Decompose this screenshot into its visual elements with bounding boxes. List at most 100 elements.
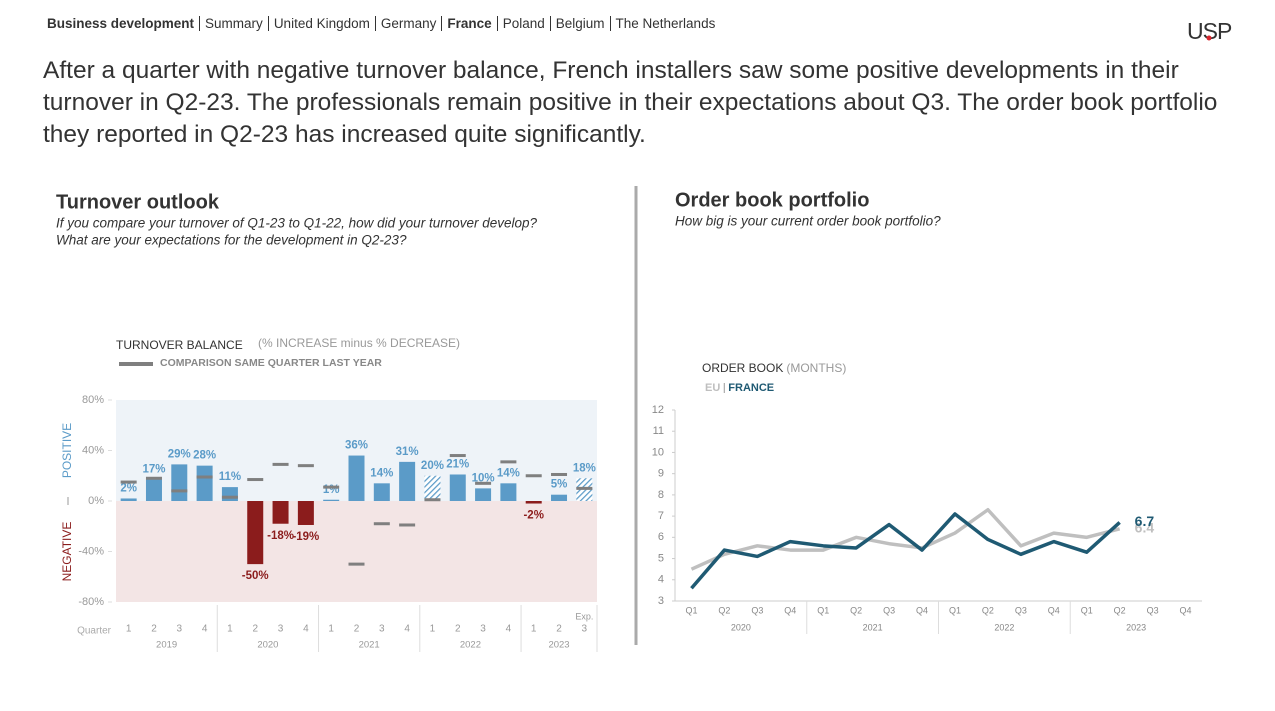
comparison-dash — [576, 486, 593, 490]
data-label: 11% — [219, 471, 241, 483]
negative-label: NEGATIVE — [60, 522, 74, 582]
chart-subtitle: What are your expectations for the devel… — [56, 233, 407, 248]
bar — [551, 494, 568, 501]
comparison-dash — [247, 478, 264, 482]
y-tick-label: 10 — [652, 446, 664, 458]
x-tick-label: Q1 — [685, 605, 697, 615]
data-label: -19% — [292, 531, 319, 543]
comparison-dash — [196, 475, 213, 479]
data-label: 5% — [551, 479, 568, 491]
nav-item[interactable]: United Kingdom — [267, 16, 375, 31]
comparison-dash — [120, 480, 137, 484]
bar — [196, 465, 213, 501]
breadcrumb-nav: Business development Summary United Kingdo… — [47, 16, 721, 31]
x-tick-label: Q1 — [817, 605, 829, 615]
x-tick-label: Q3 — [883, 605, 895, 615]
x-tick-label: 3 — [582, 624, 588, 635]
comparison-dash — [272, 462, 289, 466]
x-group-label: 2021 — [863, 622, 883, 632]
comparison-dash — [323, 485, 340, 489]
comparison-dash — [297, 464, 314, 468]
y-tick-label: 11 — [653, 425, 664, 437]
nav-item[interactable]: France — [441, 16, 497, 31]
x-tick-label: 3 — [379, 624, 385, 635]
bar — [373, 483, 390, 501]
bar — [120, 498, 137, 501]
legend-note: (% INCREASE minus % DECREASE) — [258, 336, 460, 350]
bar — [171, 464, 188, 501]
chart-title: Order book portfolio — [675, 189, 869, 211]
x-tick-label: 4 — [506, 624, 512, 635]
comparison-dash — [348, 562, 365, 566]
bar — [500, 483, 517, 501]
y-tick-label: 5 — [658, 552, 664, 564]
data-label: 14% — [497, 467, 520, 479]
x-tick-label: Q2 — [982, 605, 994, 615]
data-label: 31% — [396, 446, 419, 458]
x-group-label: 2023 — [1126, 622, 1146, 632]
x-group-label: 2020 — [731, 622, 751, 632]
line-eu — [690, 507, 1121, 571]
y-tick-label: 0% — [88, 495, 104, 507]
x-tick-label: 2 — [455, 624, 461, 635]
x-tick-label: 2 — [556, 624, 562, 635]
x-tick-label: Q4 — [1180, 605, 1192, 615]
x-tick-label: Q1 — [1081, 605, 1093, 615]
data-label: -2% — [523, 510, 543, 522]
x-tick-label: Q3 — [751, 605, 763, 615]
y-tick-label: 12 — [652, 404, 664, 416]
bar — [348, 455, 365, 501]
bar — [475, 488, 492, 501]
nav-item[interactable]: Business development — [47, 16, 195, 31]
line-france — [690, 512, 1121, 590]
data-label: 10% — [472, 472, 495, 484]
bar — [449, 474, 466, 501]
nav-item[interactable]: Summary — [199, 16, 268, 31]
legend-title: ORDER BOOK — [702, 361, 783, 375]
nav-item[interactable]: The Netherlands — [609, 16, 721, 31]
x-group-label: 2019 — [156, 640, 177, 651]
x-group-label: 2022 — [460, 640, 481, 651]
logo-dot — [1206, 35, 1212, 41]
data-label: -50% — [242, 570, 269, 582]
positive-label: POSITIVE — [60, 423, 74, 478]
x-tick-label: 2 — [354, 624, 360, 635]
comparison-dash — [525, 474, 542, 478]
bar — [297, 501, 314, 525]
x-tick-label: 1 — [227, 624, 233, 635]
bar — [247, 501, 264, 565]
comparison-dash — [449, 454, 466, 458]
x-tick-label: Q2 — [1114, 605, 1126, 615]
x-tick-label: 4 — [303, 624, 309, 635]
x-tick-label: Q4 — [784, 605, 796, 615]
comparison-dash — [145, 476, 162, 480]
x-tick-label: 1 — [430, 624, 436, 635]
data-label: 28% — [193, 450, 216, 462]
y-tick-label: 3 — [658, 595, 664, 607]
x-tick-label: Q2 — [850, 605, 862, 615]
x-tick-label: 3 — [177, 624, 183, 635]
x-tick-label: Q4 — [1048, 605, 1060, 615]
x-tick-label: 4 — [404, 624, 410, 635]
x-tick-label: Q1 — [949, 605, 961, 615]
y-tick-label: 6 — [658, 531, 664, 543]
y-tick-label: -40% — [78, 545, 104, 557]
x-group-label: 2021 — [359, 640, 380, 651]
y-tick-label: 8 — [658, 489, 664, 501]
chart-title: Turnover outlook — [56, 191, 220, 213]
x-tick-label: Q2 — [718, 605, 730, 615]
bar — [145, 479, 162, 501]
negative-region — [116, 501, 597, 602]
data-label: -18% — [267, 530, 294, 542]
data-label: 20% — [421, 460, 444, 472]
data-label: 14% — [370, 467, 393, 479]
x-tick-label: 3 — [278, 624, 284, 635]
data-label: 18% — [573, 462, 596, 474]
nav-item[interactable]: Belgium — [549, 16, 610, 31]
comparison-dash — [424, 498, 441, 502]
nav-item[interactable]: Poland — [496, 16, 550, 31]
nav-item[interactable]: Germany — [374, 16, 442, 31]
bar — [525, 501, 542, 504]
comparison-dash — [475, 481, 492, 485]
